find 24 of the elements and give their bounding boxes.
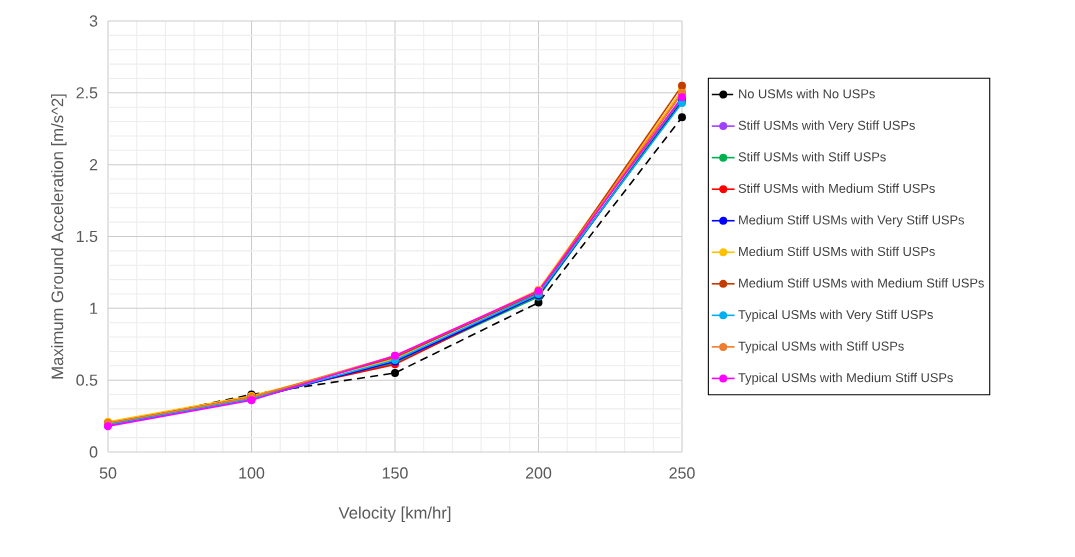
legend-label: Stiff USMs with Stiff USPs xyxy=(738,152,886,162)
x-tick-label: 50 xyxy=(99,467,117,479)
legend-label: Medium Stiff USMs with Very Stiff USPs xyxy=(739,215,965,228)
x-axis-title: Velocity [km/hr] xyxy=(338,506,451,523)
x-tick-label: 150 xyxy=(382,467,408,479)
legend-label: Stiff USMs with Very Stiff USPs xyxy=(738,120,915,133)
legend-label: Typical USMs with Medium Stiff USPs xyxy=(738,372,953,385)
y-axis-title: Maximum Ground Acceleration [m/s^2] xyxy=(51,94,67,379)
x-tick-label: 100 xyxy=(239,467,265,479)
legend-label: Typical USMs with Very Stiff USPs xyxy=(738,309,933,322)
x-tick-label: 250 xyxy=(669,467,695,479)
y-tick-label: 1.5 xyxy=(76,230,98,243)
legend-label: Stiff USMs with Medium Stiff USPs xyxy=(738,183,935,193)
y-tick-label: 3 xyxy=(89,15,98,27)
y-tick-label: 2 xyxy=(89,159,98,171)
y-tick-label: 0 xyxy=(89,446,98,458)
y-tick-label: 2.5 xyxy=(76,87,98,99)
legend-label: No USMs with No USPs xyxy=(739,88,875,99)
legend-label: Medium Stiff USMs with Medium Stiff USPs xyxy=(739,278,984,288)
legend-label: Medium Stiff USMs with Stiff USPs xyxy=(739,246,935,257)
x-tick-label: 200 xyxy=(525,467,552,479)
legend-label: Typical USMs with Stiff USPs xyxy=(738,341,904,354)
y-tick-label: 1 xyxy=(90,302,98,314)
y-tick-label: 0.5 xyxy=(76,374,98,386)
